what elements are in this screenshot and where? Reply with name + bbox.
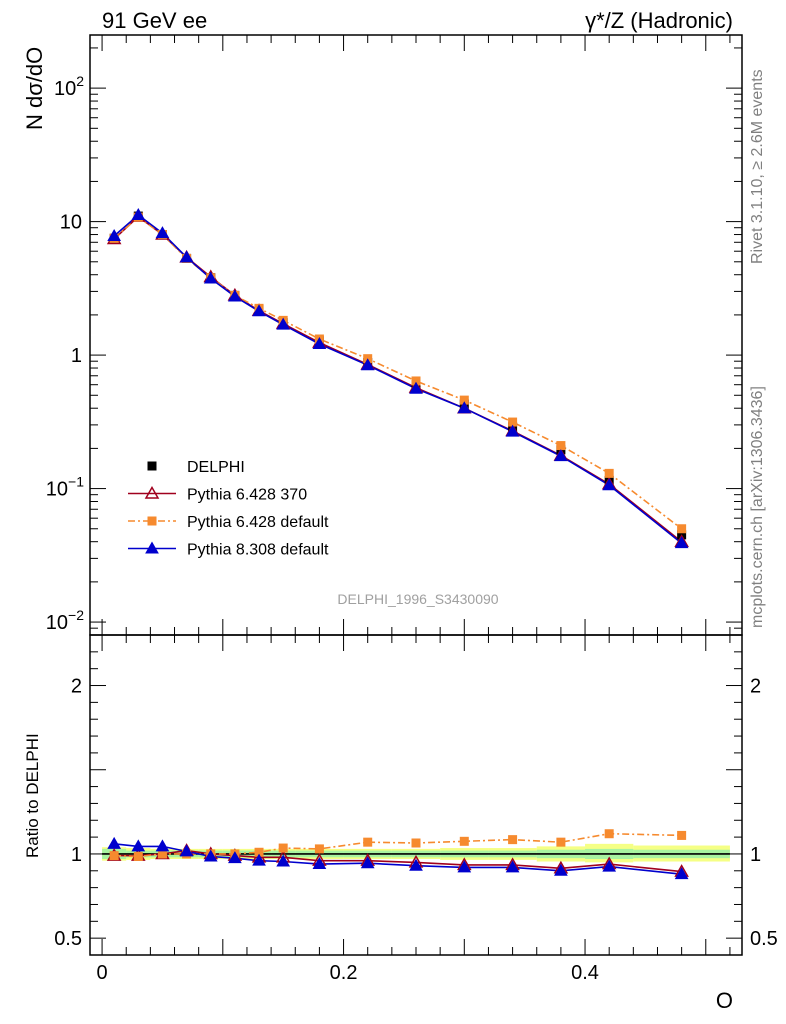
ratio-y-tick-label: 2 [71, 676, 82, 698]
ratio-point-pythia-6-428-default [157, 849, 167, 859]
ratio-point-pythia-6-428-default [604, 829, 614, 839]
x-tick-label: 0 [97, 962, 108, 984]
main-point-pythia-8-308-default [252, 304, 266, 317]
main-point-pythia-8-308-default [360, 358, 375, 371]
x-tick-label: 0.2 [330, 962, 358, 984]
main-point-pythia-6-428-default [604, 468, 614, 478]
main-point-pythia-8-308-default [179, 250, 194, 263]
main-plot-panel: 10−2 10−1 1 10 102 N dσ/dO DELPHI_1996_S3430… [22, 34, 743, 636]
main-y-tick-label: 10 [60, 212, 82, 234]
watermark-label: DELPHI_1996_S3430090 [337, 591, 498, 607]
main-point-pythia-8-308-default [203, 271, 218, 284]
ratio-point-pythia-6-428-default [556, 837, 566, 847]
side-label-rivet: Rivet 3.1.10, ≥ 2.6M events [749, 69, 766, 264]
ratio-y-tick-label-right: 2 [750, 676, 761, 698]
main-series-line-pythia-8-308-default [113, 213, 683, 544]
legend-marker [147, 516, 157, 526]
x-tick-label: 0.4 [571, 962, 599, 984]
ratio-point-pythia-6-428-default [254, 847, 264, 857]
ratio-point-pythia-8-308-default [203, 849, 218, 862]
ratio-series-line-pythia-6-428-370 [114, 849, 682, 873]
ratio-plot-panel: 0.5 0.5 1 1 2 2 0 0.2 0.4 Ratio to DELPHI O [23, 634, 778, 1013]
legend-label: Pythia 6.428 370 [187, 487, 307, 504]
ratio-point-pythia-6-428-default [278, 843, 288, 853]
ratio-point-pythia-6-428-default [677, 830, 687, 840]
ratio-y-tick-label-right: 1 [750, 844, 761, 866]
ratio-point-pythia-8-308-default [457, 860, 472, 873]
ratio-point-pythia-6-428-default [109, 851, 119, 861]
main-y-tick-label: 1 [71, 345, 82, 367]
ratio-y-tick-label: 0.5 [54, 928, 82, 950]
ratio-point-pythia-8-308-default [674, 867, 689, 880]
main-point-pythia-8-308-default [457, 401, 472, 414]
main-y-tick-label: 102 [54, 73, 84, 100]
ratio-point-pythia-6-428-default [133, 851, 143, 861]
legend: DELPHI Pythia 6.428 370 Pythia 6.428 defau… [128, 459, 329, 559]
main-point-pythia-8-308-default [312, 337, 327, 350]
legend-entry-delphi: DELPHI [147, 459, 245, 476]
main-point-pythia-8-308-default [409, 381, 423, 394]
main-point-pythia-6-428-default [508, 417, 518, 427]
legend-marker [145, 541, 159, 554]
x-axis-label: O [716, 988, 733, 1013]
ratio-point-pythia-8-308-default [554, 863, 568, 876]
main-point-pythia-8-308-default [602, 478, 617, 491]
ratio-point-pythia-8-308-default [252, 853, 266, 866]
ratio-point-pythia-8-308-default [409, 858, 423, 871]
ratio-point-pythia-6-428-default [459, 836, 469, 846]
header-right: γ*/Z (Hadronic) [585, 8, 733, 33]
legend-marker [144, 485, 160, 499]
main-point-pythia-8-308-default [554, 449, 568, 462]
legend-entry-pythia-6-428-370: Pythia 6.428 370 [128, 485, 307, 504]
ratio-point-pythia-8-308-default [228, 851, 242, 864]
legend-entry-pythia-6-428-default: Pythia 6.428 default [128, 514, 329, 531]
main-point-pythia-6-428-default [411, 376, 421, 386]
legend-label: DELPHI [187, 459, 245, 476]
legend-label: Pythia 6.428 default [187, 514, 329, 531]
legend-marker [147, 461, 157, 471]
ratio-point-pythia-8-308-default [131, 839, 146, 852]
main-point-pythia-6-428-default [677, 524, 687, 534]
ratio-y-tick-label: 1 [71, 844, 82, 866]
main-point-pythia-6-428-default [556, 441, 566, 451]
ratio-y-axis-label: Ratio to DELPHI [23, 733, 42, 858]
legend-label: Pythia 8.308 default [187, 542, 329, 559]
main-y-tick-label: 10−1 [46, 474, 84, 501]
ratio-point-pythia-8-308-default [179, 844, 194, 857]
main-point-pythia-8-308-default [228, 289, 242, 302]
main-point-pythia-6-428-default [459, 395, 469, 405]
main-y-tick-label: 10−2 [46, 607, 84, 634]
ratio-series-line-pythia-8-308-default [114, 843, 682, 875]
ratio-point-pythia-8-308-default [505, 860, 520, 873]
main-y-axis-label: N dσ/dO [22, 47, 47, 130]
side-label-mcplots: mcplots.cern.ch [arXiv:1306.3436] [749, 386, 766, 628]
ratio-series-line-pythia-6-428-default [114, 832, 682, 858]
ratio-point-pythia-8-308-default [155, 839, 170, 852]
ratio-point-pythia-8-308-default [276, 854, 291, 867]
ratio-point-pythia-8-308-default [107, 836, 122, 849]
main-point-pythia-8-308-default [505, 424, 520, 437]
ratio-point-pythia-6-428-default [363, 837, 373, 847]
legend-entry-pythia-8-308-default: Pythia 8.308 default [128, 541, 329, 559]
main-point-pythia-8-308-default [131, 208, 146, 221]
ratio-y-tick-label-right: 0.5 [750, 928, 778, 950]
main-point-pythia-8-308-default [276, 317, 291, 330]
ratio-point-pythia-8-308-default [602, 859, 617, 872]
main-point-pythia-8-308-default [155, 226, 170, 239]
ratio-point-pythia-8-308-default [312, 857, 327, 870]
main-point-pythia-8-308-default [674, 536, 689, 549]
header-left: 91 GeV ee [102, 8, 207, 33]
ratio-point-pythia-8-308-default [360, 856, 375, 869]
ratio-point-pythia-6-428-default [508, 835, 518, 845]
ratio-point-pythia-6-428-default [314, 844, 324, 854]
main-series-line-pythia-6-428-default [113, 216, 683, 530]
ratio-point-pythia-6-428-default [411, 838, 421, 848]
main-point-pythia-8-308-default [107, 229, 122, 242]
